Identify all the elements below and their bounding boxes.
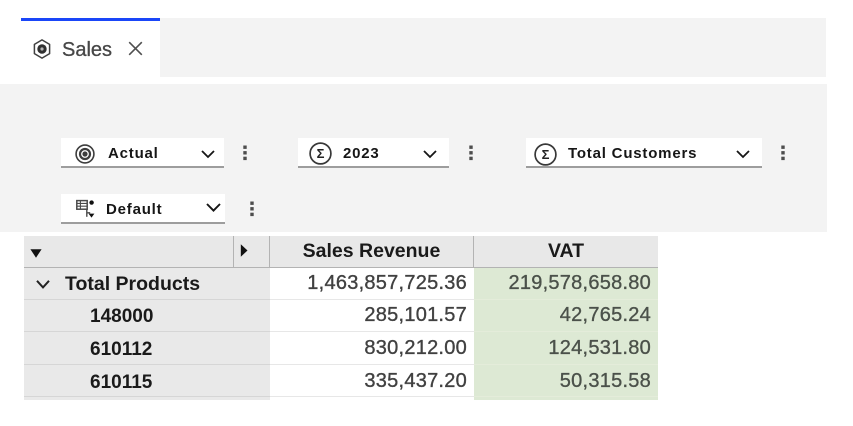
- svg-text:Σ: Σ: [542, 147, 550, 162]
- svg-text:Σ: Σ: [317, 146, 325, 161]
